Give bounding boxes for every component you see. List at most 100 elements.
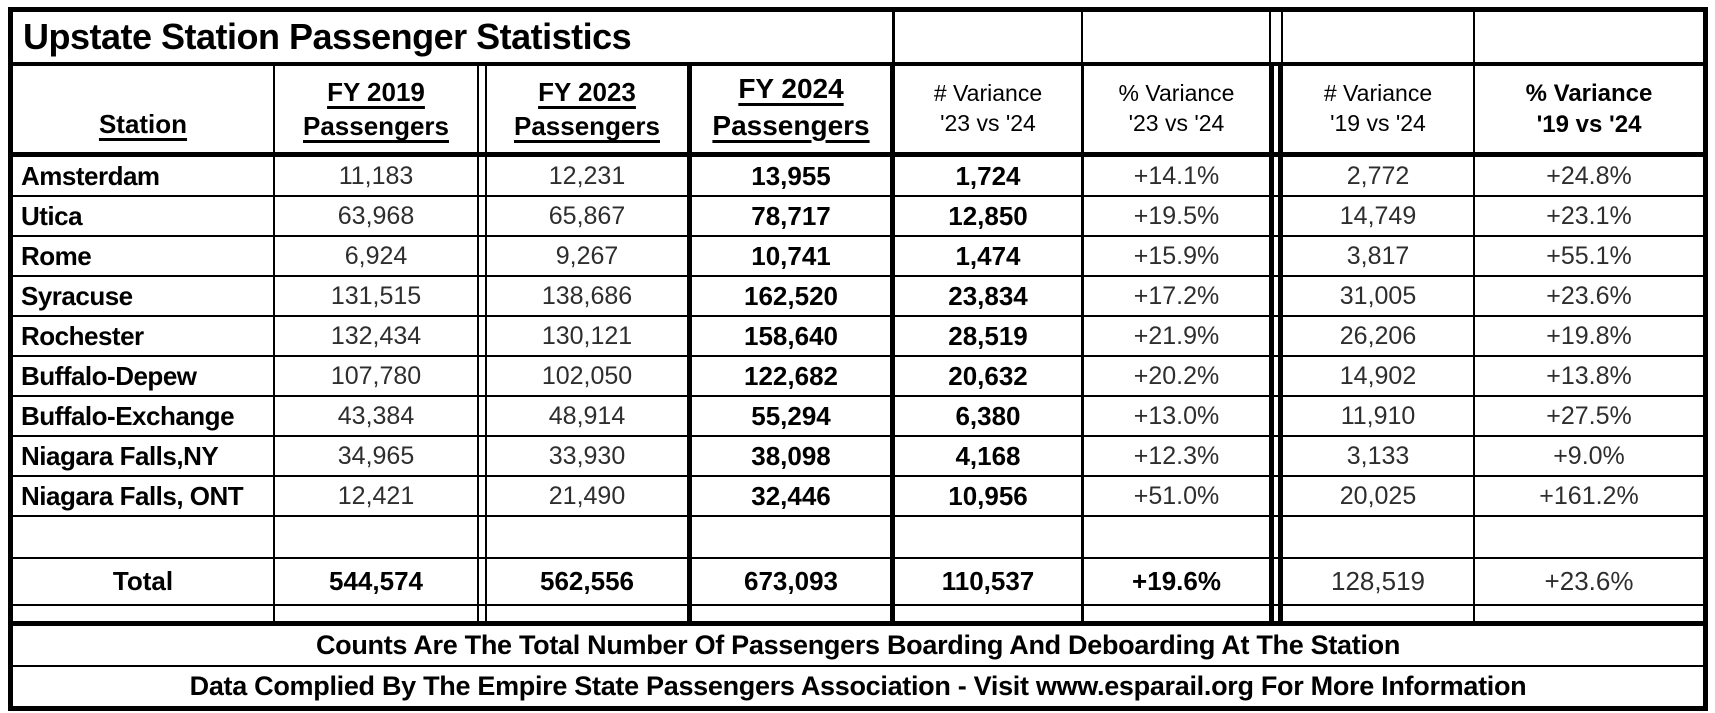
empty-cell — [1473, 606, 1703, 621]
variance-num-23v24-value: 23,834 — [895, 277, 1081, 315]
fy2023-value: 102,050 — [487, 357, 687, 395]
variance-num-19v24-value: 26,206 — [1283, 317, 1473, 355]
column-separator — [477, 477, 487, 515]
variance-num-19v24-value: 31,005 — [1283, 277, 1473, 315]
station-cell: Rochester — [13, 317, 275, 355]
table-row: Rochester 132,434 130,121 158,640 28,519… — [13, 317, 1703, 357]
variance-pct-19v24-value: +19.8% — [1473, 317, 1703, 355]
footnote-row-2: Data Complied By The Empire State Passen… — [13, 667, 1703, 706]
variance-pct-19v24-value: +55.1% — [1473, 237, 1703, 275]
passenger-stats-table: Upstate Station Passenger Statistics Sta… — [8, 7, 1708, 711]
variance-pct-23v24-value: +17.2% — [1081, 277, 1269, 315]
spacer-row — [13, 606, 1703, 626]
fy2019-value: 131,515 — [275, 277, 477, 315]
empty-cell — [895, 606, 1081, 621]
footnote-counts: Counts Are The Total Number Of Passenger… — [13, 626, 1703, 665]
empty-cell — [687, 606, 895, 621]
total-variance-pct-23v24-value: +19.6% — [1081, 559, 1269, 604]
empty-cell — [1081, 606, 1269, 621]
empty-cell — [1283, 606, 1473, 621]
empty-cell — [487, 606, 687, 621]
fy2019-value: 6,924 — [275, 237, 477, 275]
title-row-empty-cell — [1283, 12, 1473, 62]
group-separator — [1269, 157, 1283, 195]
fy2023-value: 130,121 — [487, 317, 687, 355]
total-fy2019-value: 544,574 — [275, 559, 477, 604]
empty-cell — [687, 517, 895, 557]
variance-pct-19v24-value: +27.5% — [1473, 397, 1703, 435]
total-label: Total — [13, 559, 275, 604]
title-row-empty-cell — [1473, 12, 1703, 62]
station-cell: Buffalo-Depew — [13, 357, 275, 395]
variance-pct-19v24-value: +23.1% — [1473, 197, 1703, 235]
fy2023-value: 21,490 — [487, 477, 687, 515]
variance-num-23v24-value: 12,850 — [895, 197, 1081, 235]
group-separator — [1269, 277, 1283, 315]
variance-pct-23v24-value: +14.1% — [1081, 157, 1269, 195]
variance-pct-23v24-value: +20.2% — [1081, 357, 1269, 395]
header-variance-pct-23v24: % Variance '23 vs '24 — [1081, 66, 1269, 152]
fy2024-value: 55,294 — [687, 397, 895, 435]
variance-num-19v24-value: 3,133 — [1283, 437, 1473, 475]
title-row: Upstate Station Passenger Statistics — [13, 12, 1703, 66]
table-row: Syracuse 131,515 138,686 162,520 23,834 … — [13, 277, 1703, 317]
column-separator — [477, 559, 487, 604]
header-station: Station — [13, 66, 275, 152]
footnote-row-1: Counts Are The Total Number Of Passenger… — [13, 626, 1703, 667]
group-separator — [1269, 12, 1283, 62]
total-fy2023-value: 562,556 — [487, 559, 687, 604]
table-row: Buffalo-Depew 107,780 102,050 122,682 20… — [13, 357, 1703, 397]
station-cell: Buffalo-Exchange — [13, 397, 275, 435]
station-cell: Niagara Falls,NY — [13, 437, 275, 475]
table-row: Amsterdam 11,183 12,231 13,955 1,724 +14… — [13, 157, 1703, 197]
variance-pct-19v24-value: +161.2% — [1473, 477, 1703, 515]
fy2024-value: 32,446 — [687, 477, 895, 515]
total-variance-pct-19v24-value: +23.6% — [1473, 559, 1703, 604]
variance-num-23v24-value: 20,632 — [895, 357, 1081, 395]
group-separator — [1269, 66, 1283, 152]
header-row: Station FY 2019 Passengers FY 2023 Passe… — [13, 66, 1703, 157]
group-separator — [1269, 237, 1283, 275]
page-title: Upstate Station Passenger Statistics — [13, 12, 895, 62]
fy2024-value: 13,955 — [687, 157, 895, 195]
variance-num-23v24-value: 4,168 — [895, 437, 1081, 475]
variance-num-19v24-value: 20,025 — [1283, 477, 1473, 515]
empty-cell — [275, 606, 477, 621]
station-cell: Rome — [13, 237, 275, 275]
fy2023-value: 65,867 — [487, 197, 687, 235]
group-separator — [1269, 357, 1283, 395]
fy2019-value: 11,183 — [275, 157, 477, 195]
variance-num-19v24-value: 2,772 — [1283, 157, 1473, 195]
fy2024-value: 158,640 — [687, 317, 895, 355]
empty-cell — [13, 517, 275, 557]
total-row: Total 544,574 562,556 673,093 110,537 +1… — [13, 559, 1703, 606]
title-row-empty-cell — [1081, 12, 1269, 62]
group-separator — [1269, 477, 1283, 515]
variance-num-23v24-value: 1,724 — [895, 157, 1081, 195]
fy2024-value: 10,741 — [687, 237, 895, 275]
variance-pct-19v24-value: +24.8% — [1473, 157, 1703, 195]
group-separator — [1269, 397, 1283, 435]
group-separator — [1269, 317, 1283, 355]
fy2023-value: 9,267 — [487, 237, 687, 275]
station-cell: Niagara Falls, ONT — [13, 477, 275, 515]
fy2023-value: 48,914 — [487, 397, 687, 435]
variance-num-19v24-value: 14,902 — [1283, 357, 1473, 395]
table-row: Utica 63,968 65,867 78,717 12,850 +19.5%… — [13, 197, 1703, 237]
header-variance-pct-19v24: % Variance '19 vs '24 — [1473, 66, 1703, 152]
variance-pct-23v24-value: +19.5% — [1081, 197, 1269, 235]
empty-cell — [1283, 517, 1473, 557]
fy2019-value: 63,968 — [275, 197, 477, 235]
fy2019-value: 43,384 — [275, 397, 477, 435]
column-separator — [477, 157, 487, 195]
variance-pct-19v24-value: +9.0% — [1473, 437, 1703, 475]
total-variance-num-23v24-value: 110,537 — [895, 559, 1081, 604]
variance-pct-23v24-value: +12.3% — [1081, 437, 1269, 475]
fy2023-value: 12,231 — [487, 157, 687, 195]
station-cell: Syracuse — [13, 277, 275, 315]
group-separator — [1269, 437, 1283, 475]
variance-num-23v24-value: 28,519 — [895, 317, 1081, 355]
title-row-empty-cell — [895, 12, 1081, 62]
fy2024-value: 38,098 — [687, 437, 895, 475]
